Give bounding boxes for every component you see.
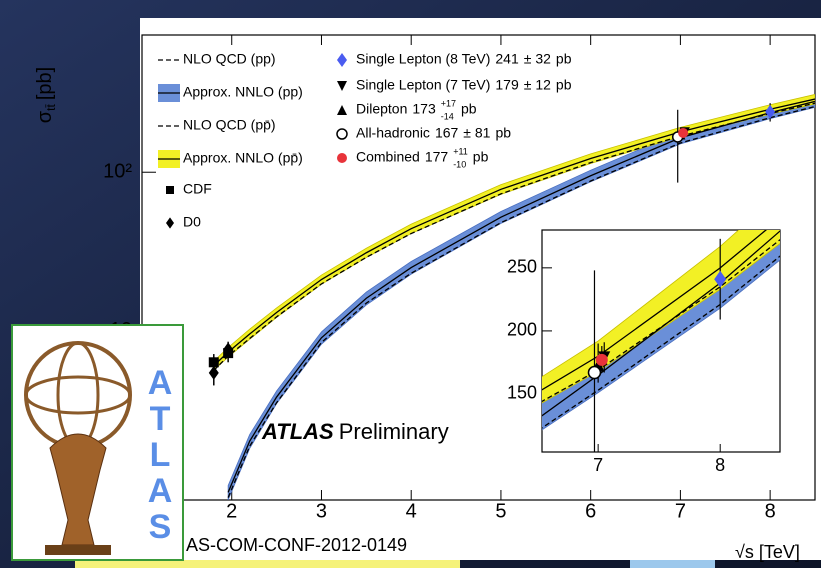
legend-label: Single Lepton (7 TeV): [356, 77, 490, 93]
legend-label: NLO QCD (pp): [183, 51, 276, 67]
legend-label: Approx. NNLO (pp): [183, 84, 303, 100]
logo-letter: A: [148, 472, 173, 510]
marker: [595, 353, 608, 366]
legend-marker: [336, 128, 348, 140]
x-tick-label: 4: [406, 500, 417, 522]
marker: [587, 365, 602, 380]
annotation: ATLAS Preliminary: [261, 419, 449, 444]
legend-label: D0: [183, 214, 201, 230]
curve: [227, 105, 815, 498]
legend-label: CDF: [183, 181, 212, 197]
marker: [678, 127, 689, 138]
curve: [542, 230, 780, 417]
x-tick-label: 6: [585, 500, 596, 522]
legend-marker: [166, 217, 174, 229]
logo-frame: [11, 324, 184, 561]
annotation-bold: ATLAS: [261, 419, 334, 444]
marker: [223, 342, 234, 357]
x-tick-label: 7: [675, 500, 686, 522]
inset-plot: 7 8 150 200 250: [507, 230, 780, 475]
marker: [714, 270, 727, 288]
legend-error: ± 32: [524, 51, 551, 67]
legend-value: 167: [435, 125, 459, 141]
legend-marker: [337, 153, 347, 163]
inset-y-tick-label: 150: [507, 383, 537, 403]
logo-letter: S: [149, 508, 172, 546]
measurements: [671, 103, 776, 183]
logo-letter: L: [150, 436, 171, 474]
legend-error: -10: [453, 159, 466, 169]
legend-error: ± 81: [463, 125, 490, 141]
y-axis-label: σtt̄ [pb]: [34, 67, 58, 123]
legend-value: 241: [495, 51, 519, 67]
legend-label: NLO QCD (pp̄): [183, 117, 276, 133]
annotation-text: Preliminary: [339, 419, 449, 444]
y-label-subscript: tt̄: [44, 104, 58, 111]
curve: [213, 98, 815, 367]
logo: ATLAS: [11, 324, 184, 561]
band: [227, 95, 815, 500]
logo-globe: [24, 375, 132, 415]
highlight-bar: [630, 560, 715, 568]
legend-marker: [166, 186, 174, 194]
legend: NLO QCD (pp) Approx. NNLO (pp) NLO QCD (pp…: [158, 51, 572, 230]
footer: AS-COM-CONF-2012-0149: [186, 535, 407, 555]
legend-label: All-hadronic: [356, 125, 430, 141]
legend-error: +11: [453, 146, 468, 156]
logo-letters: ATLAS: [148, 364, 173, 546]
curve: [213, 102, 815, 371]
main-curves: [213, 94, 815, 500]
legend-label: Approx. NNLO (pp̄): [183, 150, 303, 166]
legend-error: +17: [441, 98, 456, 108]
x-tick-label: 5: [495, 500, 506, 522]
legend-label: Single Lepton (8 TeV): [356, 51, 490, 67]
legend-label: Combined: [356, 149, 420, 165]
x-axis-label: √s [TeV]: [735, 542, 800, 562]
logo-base: [45, 545, 111, 555]
legend-marker: [337, 81, 347, 91]
curve: [542, 238, 780, 403]
legend-marker: [337, 53, 347, 67]
inset-y-tick-label: 250: [507, 257, 537, 277]
legend-unit: pb: [556, 51, 572, 67]
y-tick-label: 10²: [103, 161, 132, 183]
logo-letter: T: [150, 400, 171, 438]
plot-frame: [141, 34, 816, 501]
legend-error: ± 12: [524, 77, 551, 93]
main-plot: 23456781010²: [103, 35, 815, 522]
marker: [765, 104, 776, 119]
x-tick-label: 8: [765, 500, 776, 522]
legend-unit: pb: [473, 149, 489, 165]
x-tick-label: 3: [316, 500, 327, 522]
marker: [208, 365, 219, 380]
legend-value: 179: [495, 77, 519, 93]
curve: [227, 100, 815, 493]
inset-y-tick-label: 200: [507, 320, 537, 340]
curve: [542, 255, 780, 429]
y-label-unit: [pb]: [34, 67, 56, 100]
inset-x-tick-label: 7: [593, 455, 603, 475]
measurements: [587, 238, 727, 452]
legend-label: Dilepton: [356, 101, 407, 117]
inset-x-tick-label: 8: [715, 455, 725, 475]
logo-letter: A: [148, 364, 173, 402]
legend-unit: pb: [556, 77, 572, 93]
legend-unit: pb: [495, 125, 511, 141]
legend-value: 173: [412, 101, 436, 117]
y-label-symbol: σ: [34, 110, 56, 123]
legend-error: -14: [441, 111, 454, 121]
legend-value: 177: [425, 149, 449, 165]
legend-marker: [337, 105, 347, 115]
highlight-bar: [75, 560, 460, 568]
x-tick-label: 2: [226, 500, 237, 522]
curve: [542, 230, 767, 391]
legend-unit: pb: [461, 101, 477, 117]
